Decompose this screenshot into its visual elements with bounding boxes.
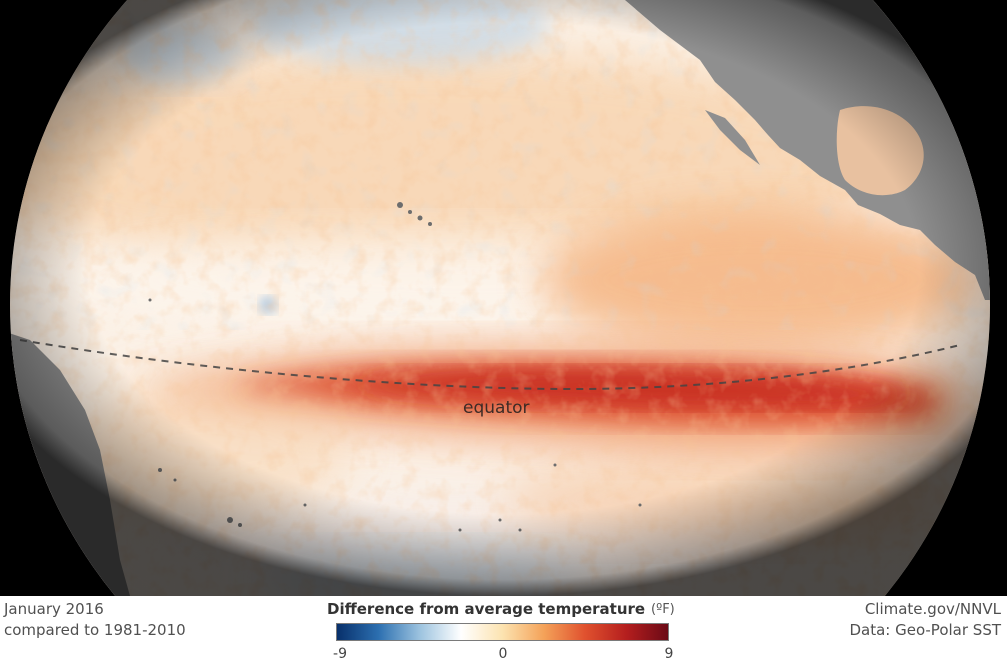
date-label: January 2016 xyxy=(4,600,104,618)
ocean-surface xyxy=(10,0,990,596)
baseline-period-label: compared to 1981-2010 xyxy=(4,621,186,639)
colorbar-max-label: 9 xyxy=(664,646,674,662)
map-footer: January 2016 compared to 1981-2010 Diffe… xyxy=(0,596,1007,671)
colorbar-mid-label: 0 xyxy=(498,646,508,662)
sea-surface-temperature-anomaly-map: equator xyxy=(0,0,1007,596)
credit-label: Climate.gov/NNVL xyxy=(864,600,1001,618)
colorbar-min-label: -9 xyxy=(333,646,347,662)
globe-map-svg: equator xyxy=(10,0,990,596)
legend-unit: (ºF) xyxy=(651,602,675,617)
equator-label: equator xyxy=(463,398,530,418)
data-source-label: Data: Geo-Polar SST xyxy=(849,621,1001,639)
legend-title: Difference from average temperature xyxy=(327,600,646,618)
temperature-anomaly-colorbar xyxy=(336,623,669,641)
